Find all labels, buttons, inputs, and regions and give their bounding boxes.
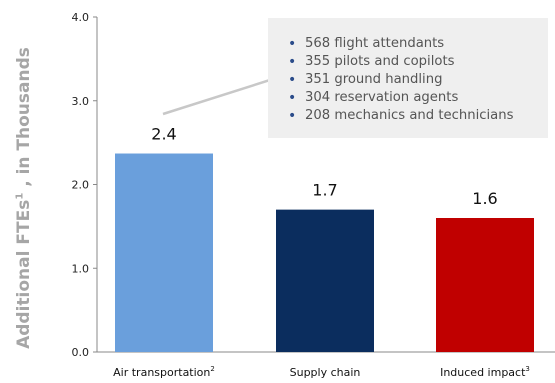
- callout-item-text: 351 ground handling: [305, 72, 443, 87]
- data-label: 1.7: [312, 181, 337, 200]
- callout-item: • 208 mechanics and technicians: [288, 107, 548, 125]
- y-axis-label-superscript: 1: [14, 192, 26, 200]
- data-label: 2.4: [151, 125, 176, 144]
- callout-item: • 351 ground handling: [288, 71, 548, 89]
- callout-item: • 568 flight attendants: [288, 35, 548, 53]
- callout-item-text: 355 pilots and copilots: [305, 54, 455, 69]
- bar: [436, 218, 534, 352]
- bullet-icon: •: [288, 36, 297, 52]
- y-axis-label-main: Additional FTEs: [14, 199, 34, 349]
- category-label: Air transportation2: [113, 365, 215, 379]
- y-tick-label: 0.0: [72, 346, 90, 359]
- y-axis-label: Additional FTEs1 , in Thousands: [14, 47, 34, 349]
- callout-item: • 355 pilots and copilots: [288, 53, 548, 71]
- callout-item: • 304 reservation agents: [288, 89, 548, 107]
- bar: [115, 153, 213, 352]
- callout-list: • 568 flight attendants • 355 pilots and c…: [268, 18, 548, 125]
- y-tick-label: 3.0: [72, 95, 90, 108]
- y-tick-label: 4.0: [72, 11, 90, 24]
- y-axis-label-units: , in Thousands: [14, 47, 34, 193]
- callout-item-text: 568 flight attendants: [305, 36, 445, 51]
- callout-item-text: 208 mechanics and technicians: [305, 108, 514, 123]
- callout-item-text: 304 reservation agents: [305, 90, 459, 105]
- bullet-icon: •: [288, 72, 297, 88]
- bullet-icon: •: [288, 54, 297, 70]
- category-label: Supply chain: [290, 366, 361, 379]
- data-label: 1.6: [472, 189, 497, 208]
- bar: [276, 209, 374, 352]
- y-tick-label: 2.0: [72, 179, 90, 192]
- bullet-icon: •: [288, 108, 297, 124]
- bullet-icon: •: [288, 90, 297, 106]
- category-label: Induced impact3: [440, 365, 530, 379]
- callout-box: • 568 flight attendants • 355 pilots and c…: [268, 18, 548, 138]
- y-tick-label: 1.0: [72, 262, 90, 275]
